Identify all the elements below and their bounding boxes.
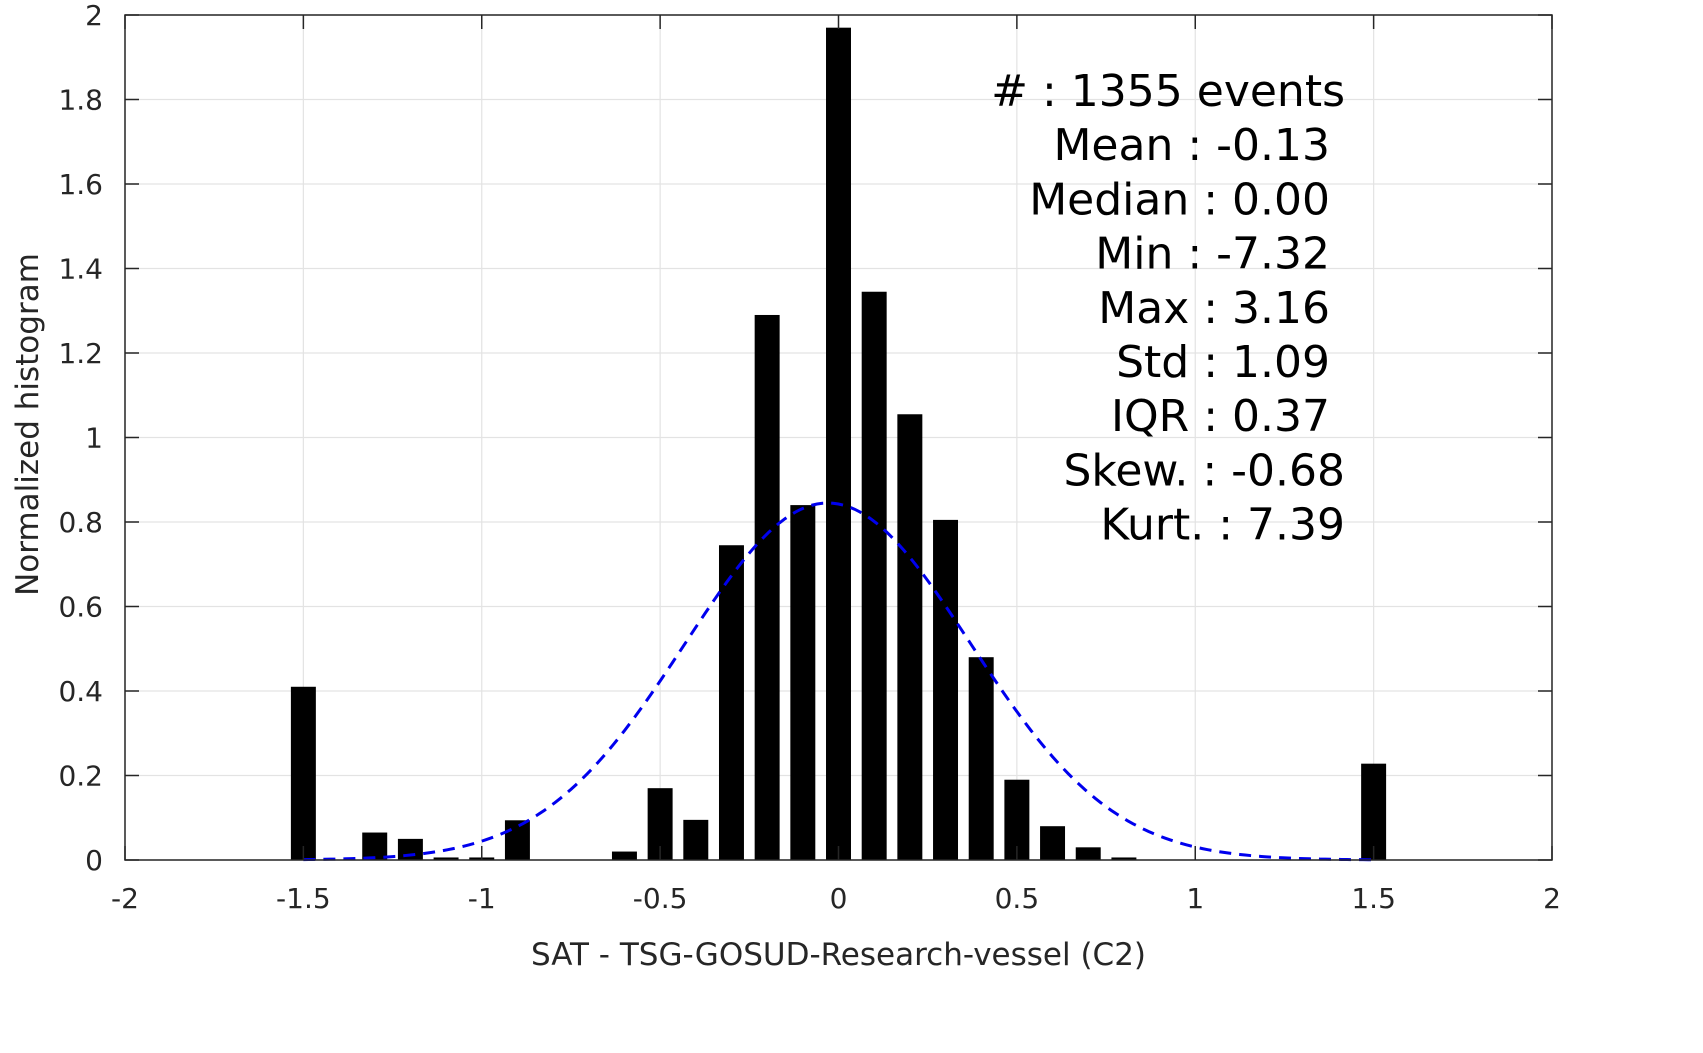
y-tick-label: 1.4 (58, 253, 103, 286)
histogram-bar (1075, 847, 1101, 860)
histogram-bar (861, 291, 887, 860)
x-tick-labels: -2 -1.5 -1 -0.5 0 0.5 1 1.5 2 (111, 882, 1561, 915)
x-tick-label: 2 (1543, 882, 1561, 915)
y-tick-label: 1 (85, 422, 103, 455)
histogram-bar (362, 832, 388, 860)
y-tick-label: 0.6 (58, 591, 103, 624)
histogram-bar (968, 657, 994, 860)
y-tick-label: 0.4 (58, 675, 103, 708)
y-axis-label: Normalized histogram (10, 253, 46, 596)
stat-line: Median : 0.00 (1029, 174, 1330, 225)
normal-fit-curve (303, 501, 1374, 862)
histogram-bar (897, 414, 923, 860)
histogram-bar (790, 505, 816, 860)
stat-line: Min : -7.32 (1095, 229, 1330, 280)
axis-ticks (124, 14, 1553, 861)
stat-line: Kurt. : 7.39 (1100, 500, 1345, 551)
y-tick-label: 1.6 (58, 168, 103, 201)
x-tick-label: -1 (468, 882, 496, 915)
stat-line: Skew. : -0.68 (1064, 445, 1346, 496)
histogram-bar (611, 851, 637, 860)
histogram-bar (504, 820, 530, 860)
x-tick-label: -1.5 (276, 882, 331, 915)
stat-line: Std : 1.09 (1116, 337, 1330, 388)
x-tick-label: 1.5 (1351, 882, 1396, 915)
histogram-bar (754, 314, 780, 861)
y-tick-label: 2 (85, 0, 103, 32)
stat-line: # : 1355 events (991, 66, 1345, 117)
y-tick-label: 1.8 (58, 84, 103, 117)
x-tick-label: -0.5 (633, 882, 688, 915)
stat-line: Mean : -0.13 (1053, 120, 1330, 171)
histogram-bar (290, 686, 316, 860)
histogram-bar (397, 838, 423, 860)
x-tick-label: 1 (1186, 882, 1204, 915)
x-tick-label: 0 (830, 882, 848, 915)
histogram-bar (1111, 857, 1137, 860)
histogram-bar (826, 27, 851, 861)
stat-line: Max : 3.16 (1098, 283, 1330, 334)
x-axis-label: SAT - TSG-GOSUD-Research-vessel (C2) (531, 937, 1146, 973)
histogram-bars (290, 27, 1387, 861)
y-tick-label: 1.2 (58, 337, 103, 370)
histogram-bar (933, 519, 959, 860)
x-tick-label: 0.5 (995, 882, 1040, 915)
y-tick-label: 0 (85, 844, 103, 877)
y-tick-labels: 0 0.2 0.4 0.6 0.8 1 1.2 1.4 1.6 1.8 2 (58, 0, 103, 877)
histogram-bar (1361, 763, 1387, 860)
histogram-bar (718, 545, 744, 860)
histogram-bar (433, 857, 459, 860)
y-tick-label: 0.8 (58, 506, 103, 539)
x-tick-label: -2 (111, 882, 139, 915)
stat-line: IQR : 0.37 (1111, 391, 1330, 442)
histogram-bar (1040, 826, 1066, 860)
histogram-bar (683, 819, 709, 860)
y-tick-label: 0.2 (58, 760, 103, 793)
